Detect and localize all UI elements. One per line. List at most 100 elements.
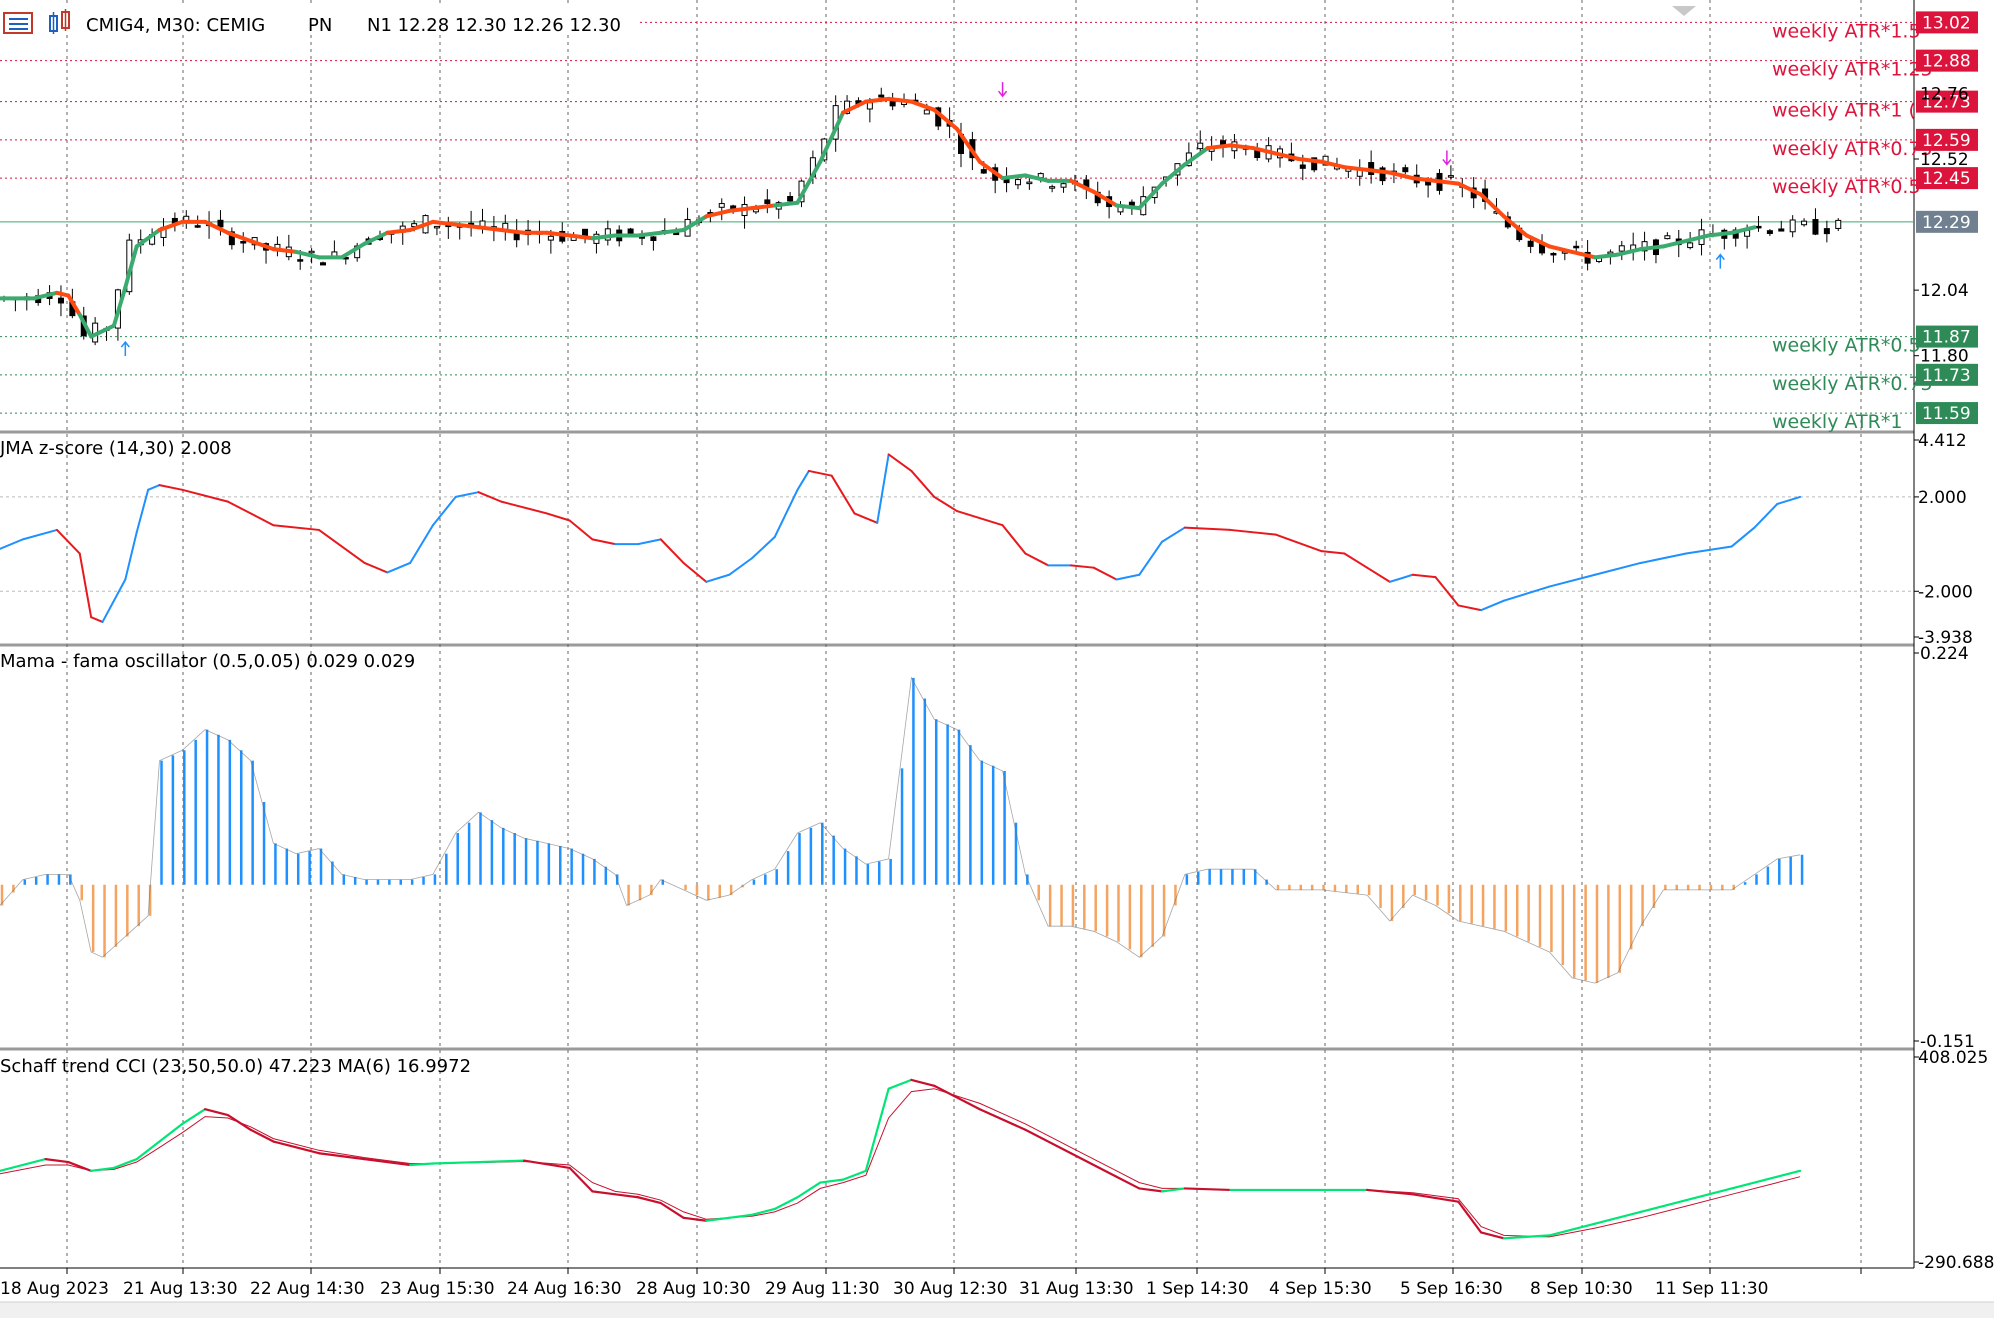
jma-segment xyxy=(21,528,58,541)
trend-segment xyxy=(499,228,527,235)
trend-segment xyxy=(248,238,276,252)
schaff-segment xyxy=(1685,1187,1733,1202)
jma-segment xyxy=(1548,573,1596,588)
trend-segment xyxy=(1706,230,1734,238)
atr-badge-text: 12.59 xyxy=(1922,131,1971,151)
one-click-trading-toggle[interactable] xyxy=(1672,6,1696,16)
candle-body xyxy=(650,236,657,242)
jma-segment xyxy=(386,561,412,574)
jma-segment xyxy=(705,573,731,583)
trend-segment xyxy=(795,159,823,205)
jma-segment xyxy=(55,528,81,555)
candle-body xyxy=(320,262,326,266)
candle-body xyxy=(1789,219,1796,233)
jma-segment xyxy=(591,538,617,546)
atr-badge xyxy=(1916,90,1978,113)
candle-body xyxy=(980,169,987,174)
schaff-title: Schaff trend CCI (23,50,50.0) 47.223 MA(… xyxy=(0,1056,471,1077)
trend-segment xyxy=(1661,238,1689,249)
mama-title: Mama - fama oscillator (0.5,0.05) 0.029 … xyxy=(0,651,415,672)
atr-badge xyxy=(1916,402,1978,425)
trend-segment xyxy=(294,249,321,260)
schaff-panel[interactable] xyxy=(0,1078,1802,1240)
jma-segment xyxy=(887,453,913,472)
jma-segment xyxy=(1388,573,1414,583)
candle-body xyxy=(297,259,304,262)
candle-body xyxy=(1197,142,1204,150)
trend-segment xyxy=(1023,173,1051,183)
ohlc-values: N1 12.28 12.30 12.26 12.30 xyxy=(367,15,621,36)
time-label: 18 Aug 2023 xyxy=(0,1279,109,1299)
jma-tick-label: 2.000 xyxy=(1918,488,1967,508)
trend-segment xyxy=(1387,170,1415,181)
trend-segment xyxy=(590,233,618,241)
candle-body xyxy=(787,196,794,202)
atr-badge xyxy=(1916,363,1978,386)
trend-segment xyxy=(1456,181,1484,197)
jma-segment xyxy=(773,488,799,539)
jma-panel[interactable] xyxy=(0,453,1914,623)
jma-segment xyxy=(1639,552,1688,564)
candle-body xyxy=(57,297,64,304)
trend-segment xyxy=(1684,233,1711,243)
price-tick-label: 12.76 xyxy=(1920,84,1969,104)
trend-segment xyxy=(1570,249,1597,260)
mama-panel[interactable] xyxy=(0,676,1804,984)
chart-type-icon[interactable] xyxy=(49,9,70,34)
schaff-segment xyxy=(1479,1231,1505,1240)
symbol-extra: PN xyxy=(308,15,332,36)
trend-segment xyxy=(1296,156,1324,164)
schaff-segment xyxy=(933,1084,981,1111)
time-label: 4 Sep 15:30 xyxy=(1269,1279,1372,1299)
time-label: 23 Aug 15:30 xyxy=(380,1279,495,1299)
jma-segment xyxy=(1229,528,1277,536)
jma-segment xyxy=(876,453,890,524)
bottom-tab-strip[interactable] xyxy=(0,1301,1994,1318)
trend-segment xyxy=(1433,178,1461,186)
candle-body xyxy=(1299,164,1306,169)
trend-segment xyxy=(772,200,800,208)
jma-segment xyxy=(181,488,229,503)
trend-segment xyxy=(1593,252,1620,260)
jma-segment xyxy=(135,488,150,534)
schaff-segment xyxy=(1548,1222,1597,1237)
symbol-title: CMIG4, M30: CEMIG xyxy=(86,15,265,36)
candle-body xyxy=(1014,179,1021,186)
trend-segment xyxy=(271,247,299,254)
trend-segment xyxy=(1182,146,1210,167)
mama-tick-label: -0.151 xyxy=(1920,1032,1975,1052)
symbol-list-icon[interactable] xyxy=(3,12,33,34)
atr-badge-text: 12.45 xyxy=(1922,169,1971,189)
schaff-segment xyxy=(1776,1169,1802,1178)
schaff-segment xyxy=(1730,1175,1779,1190)
trend-segment xyxy=(749,203,777,211)
schaff-segment xyxy=(135,1140,161,1161)
candle-body xyxy=(1060,183,1067,188)
jma-segment xyxy=(1502,585,1551,602)
candle-body xyxy=(1664,235,1671,240)
jma-segment xyxy=(409,524,434,564)
candle-body xyxy=(1049,186,1056,189)
schaff-segment xyxy=(112,1158,138,1170)
schaff-segment xyxy=(67,1160,93,1172)
schaff-segment xyxy=(363,1158,412,1167)
trend-segment xyxy=(955,126,982,164)
trend-segment xyxy=(704,208,732,219)
schaff-segment xyxy=(1502,1234,1551,1240)
price-panel[interactable]: weekly ATR*1.5 weekly ATR*1.25 weekly ATR*… xyxy=(0,20,1933,433)
jma-segment xyxy=(1411,573,1437,579)
sell-arrow xyxy=(997,82,1008,98)
schaff-segment xyxy=(1138,1187,1164,1193)
schaff-segment xyxy=(819,1178,845,1184)
schaff-segment xyxy=(978,1108,1027,1131)
time-label: 22 Aug 14:30 xyxy=(250,1279,365,1299)
trend-segment xyxy=(909,99,937,112)
schaff-segment xyxy=(796,1181,822,1199)
jma-segment xyxy=(1183,526,1232,531)
candle-body xyxy=(673,232,680,236)
candle-body xyxy=(718,203,725,208)
jma-segment xyxy=(933,495,958,513)
trend-segment xyxy=(1479,192,1506,219)
